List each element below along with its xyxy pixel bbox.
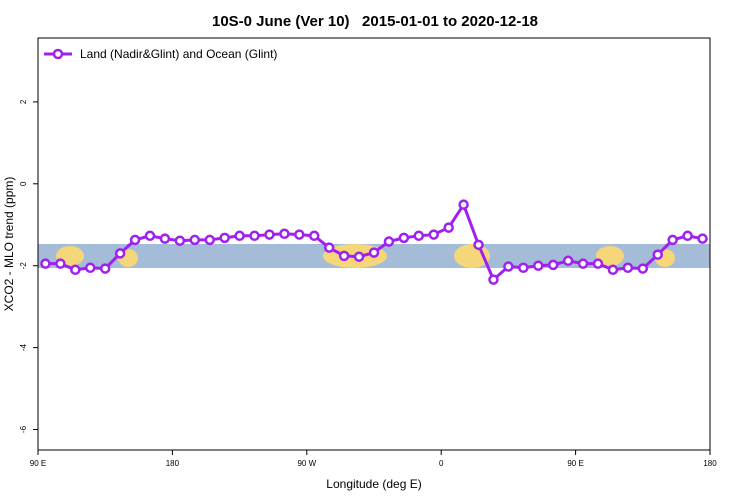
- point: [234, 230, 245, 242]
- point: [204, 234, 215, 246]
- point: [488, 274, 499, 285]
- point: [637, 263, 649, 274]
- point: [368, 247, 380, 258]
- x-tick-label: 90 W: [297, 459, 316, 468]
- y-tick-label: 2: [19, 99, 28, 104]
- x-tick-label: 180: [703, 459, 717, 468]
- point: [174, 235, 186, 246]
- point: [697, 233, 708, 244]
- legend-marker: [52, 48, 64, 60]
- y-tick-label: -4: [19, 344, 28, 352]
- point: [398, 232, 410, 244]
- point: [323, 242, 335, 253]
- x-tick-label: 90 E: [567, 459, 583, 468]
- point: [85, 262, 96, 274]
- point: [443, 222, 454, 233]
- point: [577, 258, 589, 269]
- series-line: [45, 201, 703, 283]
- x-tick-label: 0: [439, 459, 444, 468]
- point: [518, 262, 529, 274]
- point: [294, 229, 305, 240]
- point: [533, 260, 544, 271]
- chart-title: 10S-0 June (Ver 10) 2015-01-01 to 2020-1…: [212, 13, 538, 30]
- point: [652, 249, 663, 260]
- point: [159, 233, 171, 244]
- point: [309, 230, 320, 242]
- point: [219, 232, 230, 244]
- point: [338, 250, 350, 262]
- x-axis-label: Longitude (deg E): [326, 477, 421, 491]
- x-tick-label: 180: [166, 459, 180, 468]
- point: [667, 234, 678, 246]
- point: [129, 234, 141, 246]
- point: [40, 258, 51, 269]
- point: [70, 264, 81, 276]
- point: [607, 264, 619, 276]
- point: [114, 248, 126, 259]
- point: [144, 230, 156, 242]
- point: [503, 261, 514, 272]
- y-tick-label: -6: [19, 425, 28, 433]
- point: [547, 259, 559, 271]
- y-tick-label: 0: [19, 181, 28, 186]
- point: [592, 258, 604, 269]
- legend-label: Land (Nadir&Glint) and Ocean (Glint): [80, 47, 277, 61]
- y-tick-label: -2: [19, 262, 28, 270]
- plot-frame: [37, 37, 711, 451]
- point: [413, 230, 425, 242]
- point: [562, 255, 574, 267]
- point: [428, 229, 439, 240]
- point: [473, 239, 484, 251]
- point: [458, 199, 469, 210]
- point: [249, 230, 260, 242]
- point: [279, 228, 290, 240]
- point: [55, 258, 66, 269]
- point: [189, 234, 201, 246]
- point: [264, 229, 275, 240]
- point: [622, 262, 634, 274]
- x-tick-label: 90 E: [30, 459, 46, 468]
- point: [353, 251, 365, 262]
- point: [99, 263, 111, 274]
- point: [383, 236, 395, 247]
- point: [682, 230, 693, 242]
- y-axis-label: XCO2 - MLO trend (ppm): [2, 177, 16, 312]
